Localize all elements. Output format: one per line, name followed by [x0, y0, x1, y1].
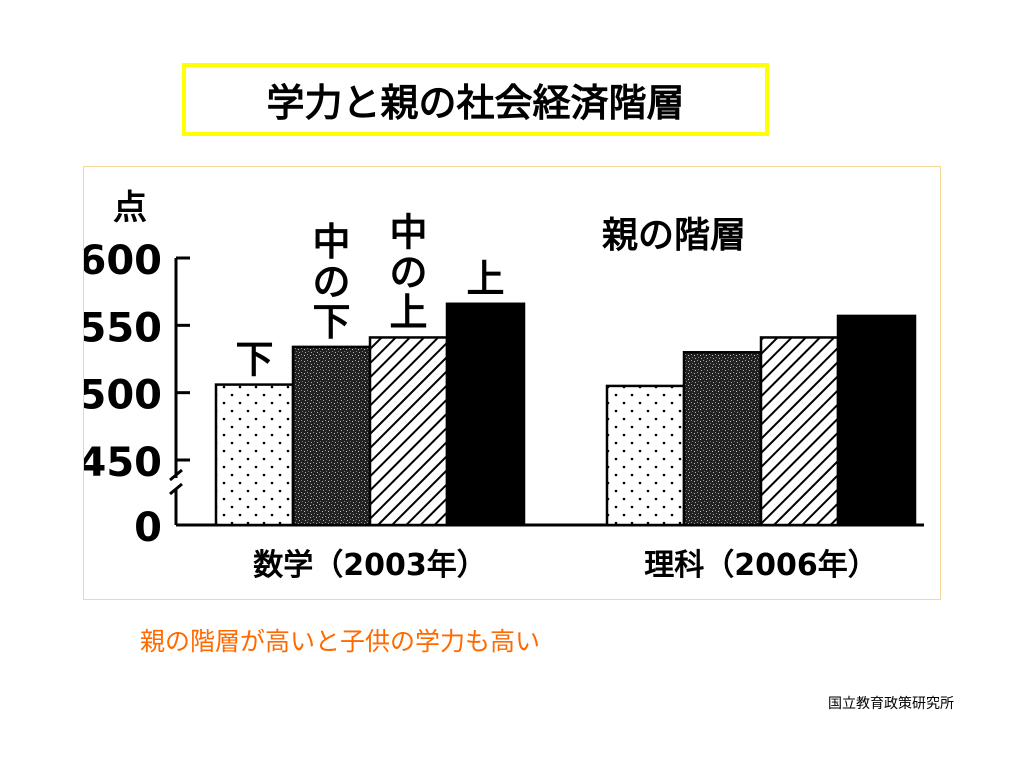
bar-1-1 — [682, 351, 763, 527]
bars — [214, 302, 917, 527]
series-label: 中の下 — [312, 220, 350, 344]
y-tick-label: 500 — [84, 373, 162, 419]
y-tick-label: 0 — [134, 505, 162, 551]
bar-1-2 — [759, 336, 840, 527]
y-tick-label: 600 — [84, 238, 162, 284]
conclusion-text: 親の階層が高いと子供の学力も高い — [140, 627, 541, 656]
series-label: 下 — [235, 338, 273, 382]
bar-0-0 — [214, 383, 295, 527]
category-label: 理科（2006年） — [644, 548, 878, 583]
source-credit: 国立教育政策研究所 — [828, 696, 954, 712]
bar-1-3 — [836, 314, 917, 527]
axis-break-mark — [169, 482, 183, 496]
bar-1-0 — [605, 384, 686, 527]
series-label: 上 — [466, 257, 504, 301]
chart-frame: 親の階層別の学力（点）：数学（2003年）下506・中の下534・中の上541・… — [83, 166, 941, 600]
bar-0-1 — [291, 345, 372, 527]
series-label: 中の上 — [389, 210, 427, 334]
y-tick-label: 550 — [84, 305, 162, 351]
y-axis-label: 点 — [113, 188, 147, 228]
bar-0-3 — [445, 302, 526, 527]
bar-chart: 親の階層別の学力（点）：数学（2003年）下506・中の下534・中の上541・… — [84, 188, 924, 583]
axis-break-mark — [169, 468, 183, 482]
category-label: 数学（2003年） — [253, 548, 487, 583]
slide-title: 学力と親の社会経済階層 — [182, 63, 769, 136]
bar-0-2 — [368, 336, 449, 527]
y-tick-label: 450 — [84, 440, 162, 486]
chart-title: 親の階層 — [602, 215, 746, 256]
